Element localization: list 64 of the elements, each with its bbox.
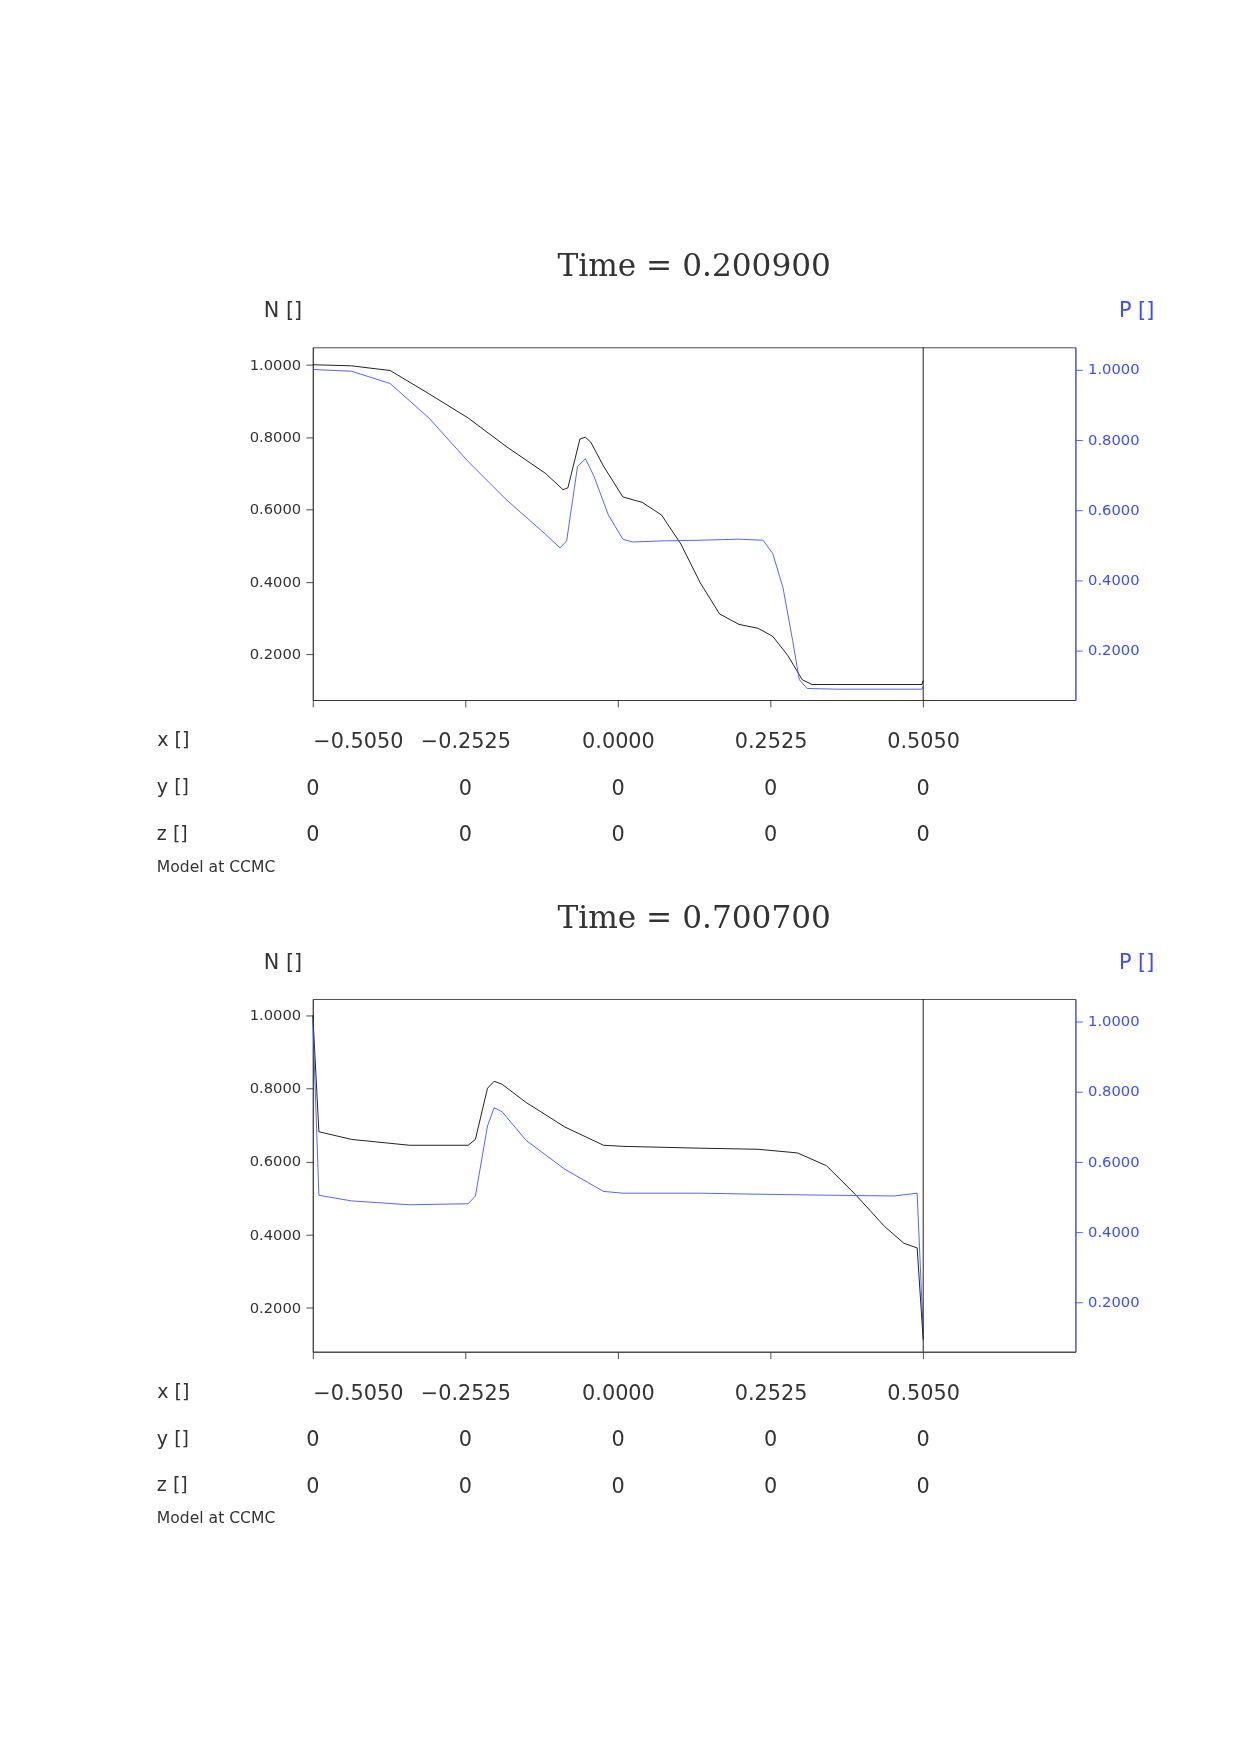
x-tick-label: −0.2525 [420, 1380, 511, 1405]
chart-title: Time = 0.700700 [557, 899, 831, 935]
text: 0 [458, 822, 473, 847]
chart-title: Time = 0.200900 [557, 247, 831, 284]
y2-tick-label: 0.8000 [1088, 1082, 1140, 1100]
text: 0 [763, 1427, 778, 1452]
x-tick-label: −0.2525 [420, 729, 511, 754]
text: 0 [611, 775, 625, 800]
text: 0 [306, 1474, 320, 1499]
y-tick-label: 1.0000 [249, 1006, 302, 1024]
text: 0 [611, 1474, 625, 1499]
text: 0 [458, 1474, 473, 1499]
text: y [] [156, 774, 190, 797]
text: y [] [156, 1426, 190, 1449]
text: Model at CCMC [156, 1509, 276, 1528]
text: z [] [156, 1473, 188, 1496]
text: z [] [156, 821, 188, 844]
text: 0 [458, 775, 473, 800]
text: 0 [306, 1427, 320, 1452]
y-tick-label: 0.2000 [249, 1298, 302, 1316]
text: 0 [916, 775, 930, 800]
y-tick-label: 0.6000 [249, 500, 302, 518]
y2-tick-label: 0.8000 [1088, 430, 1140, 448]
y2-tick-label: 1.0000 [1088, 1011, 1140, 1029]
y-tick-label: 0.8000 [249, 427, 302, 445]
y-axis-title: N [] [263, 298, 303, 323]
y-tick-label: 0.8000 [249, 1079, 302, 1097]
y-tick-label: 0.2000 [249, 645, 302, 663]
x-tick-label: 0.0000 [582, 1380, 655, 1405]
y2-tick-label: 1.0000 [1088, 360, 1140, 378]
text: 0 [916, 1427, 930, 1452]
x-tick-label: 0.0000 [582, 729, 655, 754]
y-tick-label: 1.0000 [249, 355, 302, 373]
y2-tick-label: 0.4000 [1088, 571, 1140, 589]
text: 0 [763, 1474, 778, 1499]
x-tick-label: 0.5050 [887, 729, 960, 754]
text: 0 [916, 822, 930, 847]
x-axis-title: x [] [157, 728, 190, 751]
text: 0 [611, 1427, 625, 1452]
x-tick-label: 0.2525 [734, 1380, 808, 1405]
x-axis-title: x [] [157, 1380, 190, 1403]
y-tick-label: 0.4000 [249, 572, 302, 590]
text: 0 [916, 1474, 930, 1499]
y2-tick-label: 0.6000 [1088, 1152, 1140, 1170]
text: 0 [763, 775, 778, 800]
y2-tick-label: 0.2000 [1088, 1293, 1140, 1311]
text: 0 [306, 822, 320, 847]
y-axis-title: N [] [263, 950, 303, 975]
text: 0 [458, 1427, 473, 1452]
x-tick-label: 0.5050 [887, 1380, 960, 1405]
text: 0 [763, 822, 778, 847]
y-tick-label: 0.6000 [249, 1152, 302, 1170]
x-tick-label: −0.5050 [313, 1380, 404, 1405]
y2-tick-label: 0.4000 [1088, 1222, 1140, 1240]
y2-axis-title: P [] [1118, 950, 1155, 975]
x-tick-label: −0.5050 [313, 729, 404, 754]
y-tick-label: 0.4000 [249, 1225, 302, 1243]
text: Model at CCMC [156, 857, 276, 876]
y2-axis-title: P [] [1118, 298, 1155, 323]
text: 0 [306, 775, 320, 800]
y2-tick-label: 0.6000 [1088, 500, 1140, 518]
x-tick-label: 0.2525 [734, 729, 808, 754]
text: 0 [611, 822, 625, 847]
y2-tick-label: 0.2000 [1088, 641, 1140, 659]
